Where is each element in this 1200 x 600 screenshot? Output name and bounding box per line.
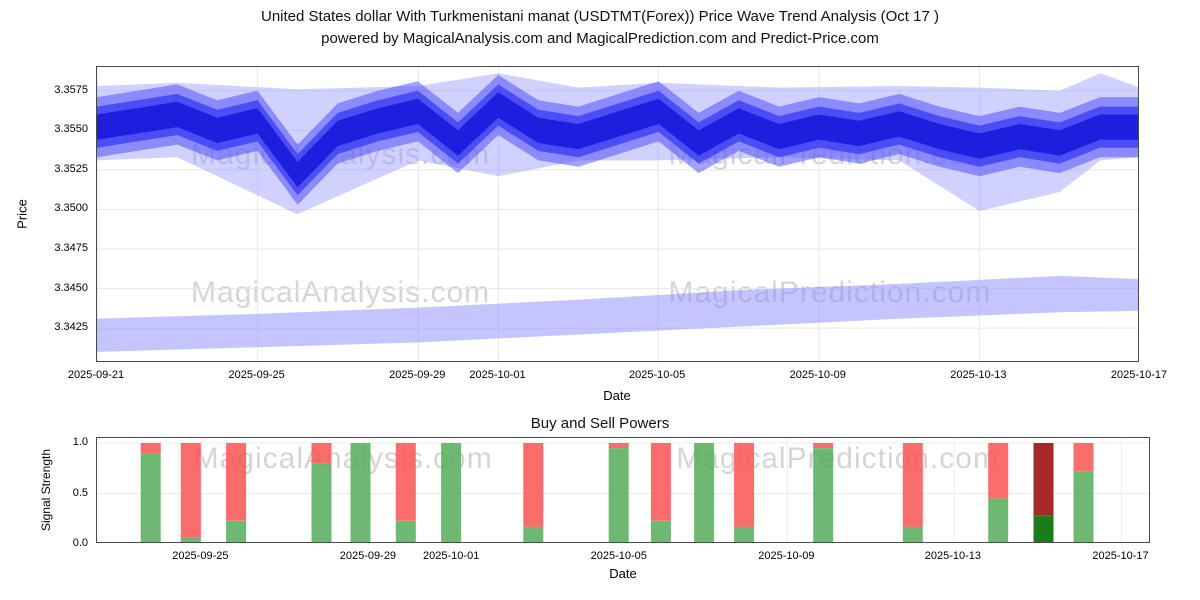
- bar-chart-plot: MagicalAnalysis.com MagicalPrediction.co…: [96, 437, 1150, 543]
- buy-power-bar: [395, 520, 416, 542]
- price-x-tick-label: 2025-09-21: [67, 369, 125, 381]
- price-chart-plot: MagicalAnalysis.com MagicalPrediction.co…: [96, 66, 1139, 362]
- buy-power-bar: [650, 520, 671, 542]
- buy-power-bar: [226, 520, 247, 542]
- page-title: United States dollar With Turkmenistani …: [261, 8, 939, 25]
- price-y-tick-label: 3.3525: [54, 162, 88, 175]
- price-y-tick-label: 3.3475: [54, 242, 88, 255]
- price-y-tick-label: 3.3450: [54, 281, 88, 294]
- price-x-tick-label: 2025-10-05: [628, 369, 686, 381]
- sell-power-bar: [1073, 443, 1094, 472]
- price-y-tick-label: 3.3550: [54, 123, 88, 136]
- buy-power-bar: [1033, 515, 1054, 542]
- sell-power-bar: [311, 443, 332, 464]
- strength-y-tick-label: 1.0: [72, 436, 88, 449]
- price-x-tick-label: 2025-09-25: [228, 369, 285, 381]
- sell-power-bar: [650, 443, 671, 521]
- strength-x-tick-label: 2025-10-09: [758, 550, 815, 562]
- core-band: [97, 92, 1138, 188]
- buy-power-bar: [608, 448, 629, 542]
- price-yaxis-label: Price: [14, 199, 30, 229]
- strength-x-tick-label: 2025-09-29: [339, 550, 397, 562]
- sell-power-bar: [1033, 443, 1054, 516]
- price-y-tick-label: 3.3575: [54, 83, 88, 96]
- buy-power-bar: [813, 448, 834, 542]
- buy-power-bar: [441, 443, 462, 542]
- page-subtitle: powered by MagicalAnalysis.com and Magic…: [321, 30, 879, 47]
- buy-power-bar: [734, 526, 755, 542]
- buy-power-bar: [902, 526, 923, 542]
- price-x-tick-label: 2025-10-17: [1110, 369, 1168, 381]
- strength-y-tick-label: 0.0: [72, 537, 88, 549]
- sell-power-bar: [180, 443, 201, 538]
- price-y-tick-label: 3.3500: [54, 202, 88, 215]
- sell-power-bar: [902, 443, 923, 527]
- sell-power-bar: [734, 443, 755, 527]
- sell-power-bar: [813, 443, 834, 448]
- bar-xaxis-label: Date: [609, 566, 637, 581]
- bar-chart-canvas: [97, 438, 1149, 542]
- sell-power-bar: [140, 443, 161, 454]
- buy-power-bar: [311, 463, 332, 542]
- strength-y-tick-label: 0.5: [72, 486, 88, 499]
- strength-x-tick-label: 2025-10-01: [423, 550, 480, 562]
- lower-forecast-band: [97, 275, 1138, 352]
- sell-power-bar: [523, 443, 544, 527]
- price-y-tick-label: 3.3425: [54, 321, 88, 334]
- bar-chart-title: Buy and Sell Powers: [530, 415, 670, 432]
- buy-power-bar: [350, 443, 371, 542]
- sell-power-bar: [988, 443, 1009, 499]
- price-x-tick-label: 2025-10-13: [950, 369, 1007, 381]
- buy-power-bar: [523, 526, 544, 542]
- buy-power-bar: [140, 453, 161, 542]
- price-x-tick-label: 2025-10-01: [469, 369, 526, 381]
- buy-power-bar: [180, 537, 201, 542]
- price-x-tick-label: 2025-10-09: [789, 369, 846, 381]
- price-x-tick-label: 2025-09-29: [389, 369, 446, 381]
- buy-power-bar: [988, 498, 1009, 542]
- price-xaxis-label: Date: [603, 388, 631, 403]
- price-chart-canvas: [97, 67, 1138, 361]
- inner-band: [97, 84, 1138, 196]
- sell-power-bar: [395, 443, 416, 521]
- strength-x-tick-label: 2025-09-25: [172, 550, 229, 562]
- buy-power-bar: [694, 443, 715, 542]
- strength-x-tick-label: 2025-10-17: [1092, 550, 1149, 562]
- sell-power-bar: [608, 443, 629, 448]
- sell-power-bar: [226, 443, 247, 521]
- strength-x-tick-label: 2025-10-05: [590, 550, 647, 562]
- buy-power-bar: [1073, 471, 1094, 542]
- strength-x-tick-label: 2025-10-13: [924, 550, 982, 562]
